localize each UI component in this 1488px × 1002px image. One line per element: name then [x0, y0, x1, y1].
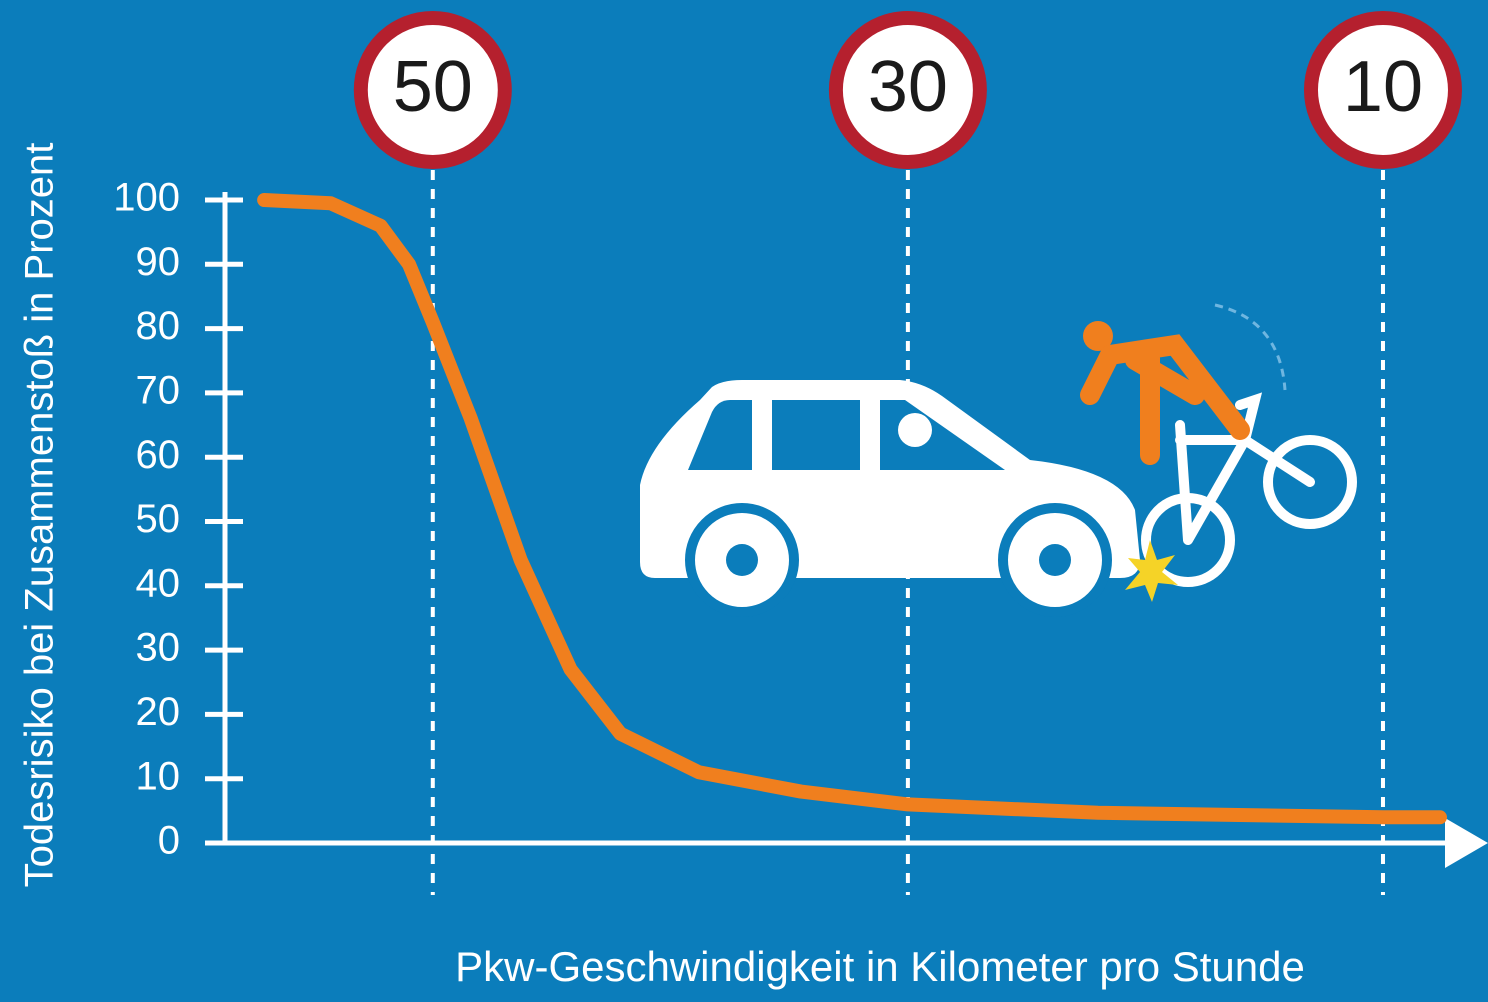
y-tick-label: 10 [136, 754, 181, 798]
y-tick-label: 40 [136, 561, 181, 605]
impact-flash [1125, 540, 1178, 602]
y-axis-label: Todesrisiko bei Zusammenstoß in Prozent [18, 143, 62, 888]
driver [898, 413, 932, 447]
risk-line [257, 193, 1447, 825]
bike-frame [1175, 392, 1315, 545]
x-axis-arrow [1445, 818, 1488, 868]
y-tick-label: 100 [113, 176, 180, 220]
bike-wheel [1263, 435, 1357, 529]
y-tick-label: 70 [136, 368, 181, 412]
speed-sign [1303, 11, 1462, 169]
y-tick-label: 50 [136, 497, 181, 541]
y-tick-label: 20 [136, 690, 181, 734]
cyclist-head [1083, 321, 1113, 351]
car-window [772, 400, 860, 470]
y-tick-label: 80 [136, 304, 181, 348]
x-tick-label: 30 [868, 47, 948, 127]
illustration [640, 303, 1357, 617]
y-tick-label: 90 [136, 240, 181, 284]
y-tick-label: 0 [158, 819, 180, 863]
x-axis-label: Pkw-Geschwindigkeit in Kilometer pro Stu… [455, 943, 1305, 990]
x-tick-label: 10 [1343, 47, 1423, 127]
y-tick-label: 30 [136, 626, 181, 670]
car-window [688, 400, 752, 470]
speed-sign [828, 11, 987, 169]
y-tick-label: 60 [136, 433, 181, 477]
car-hub [1039, 544, 1071, 576]
speed-sign [353, 11, 512, 169]
car-hub [726, 544, 758, 576]
cyclist-body [1080, 334, 1250, 465]
motion-arc [1214, 303, 1287, 391]
x-tick-label: 50 [393, 47, 473, 127]
